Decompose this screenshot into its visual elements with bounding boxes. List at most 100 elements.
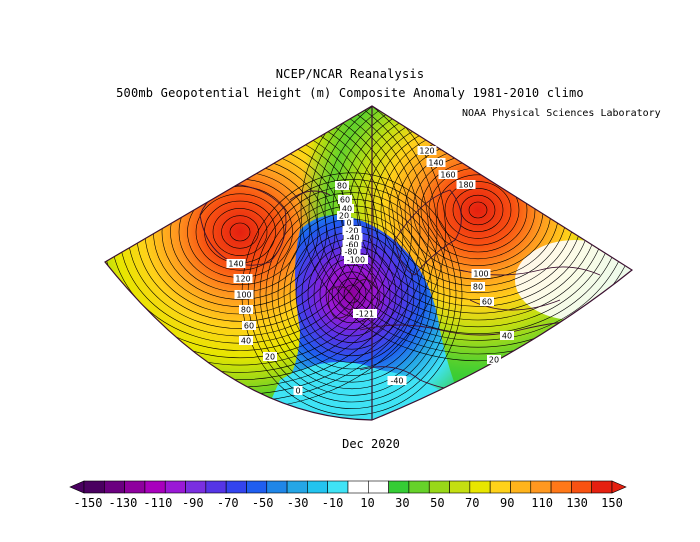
contour-label: 40 — [241, 337, 251, 346]
contour-label-bg — [338, 195, 352, 204]
colorbar-swatch — [550, 480, 572, 494]
contour-label-bg — [337, 211, 351, 220]
contour-label-bg — [353, 309, 377, 318]
contour-ring — [308, 106, 632, 355]
contour-label: 20 — [265, 353, 275, 362]
contour-label: 0 — [346, 219, 351, 228]
colorbar-arrow-right — [611, 480, 627, 494]
contour-label-bg — [471, 282, 485, 291]
credit-text: NOAA Physical Sciences Laboratory — [462, 108, 661, 119]
colorbar-swatch — [530, 480, 552, 494]
colorbar-swatch — [144, 480, 166, 494]
colorbar-swatch — [307, 480, 328, 494]
contour-label-bg — [343, 233, 363, 242]
contour-ring — [212, 208, 268, 256]
contour-label-bg — [239, 305, 253, 314]
colorbar-tick-label: -90 — [182, 496, 204, 510]
colorbar-swatch — [124, 480, 146, 494]
contour-label-bg — [480, 297, 494, 306]
contour-label-bg — [438, 170, 458, 179]
contour-ring — [253, 185, 451, 403]
map-subtitle: 500mb Geopotential Height (m) Composite … — [116, 86, 584, 100]
contour-label: 60 — [244, 322, 254, 331]
contour-label: 80 — [473, 283, 483, 292]
contour-label: 140 — [228, 260, 243, 269]
contour-ring — [468, 201, 488, 219]
contour-label-bg — [340, 204, 354, 213]
contour-ring — [343, 284, 361, 304]
colorbar-swatch — [469, 480, 491, 494]
contour-label-bg — [263, 352, 277, 361]
contour-label: -60 — [345, 241, 358, 250]
contour-label: 60 — [340, 196, 350, 205]
colorbar-tick-label: -10 — [322, 496, 344, 510]
contour-ring — [436, 174, 520, 246]
contour-label: 80 — [241, 306, 251, 315]
map-title: NCEP/NCAR Reanalysis — [275, 67, 425, 81]
contour-label: -20 — [345, 227, 358, 236]
contour-label: -40 — [346, 234, 359, 243]
contour-ring — [337, 278, 367, 310]
contour-label: 160 — [440, 171, 455, 180]
contour-label: -40 — [390, 377, 403, 386]
contour-ring — [259, 192, 445, 396]
colorbar-tick-label: -50 — [252, 496, 274, 510]
contour-ring — [460, 194, 496, 226]
contour-label-bg — [226, 259, 246, 268]
contour-ring — [229, 222, 251, 242]
colorbar-tick-label: -110 — [143, 496, 172, 510]
colorbar-swatch — [246, 480, 268, 494]
colorbar-tick-label: 50 — [430, 496, 444, 510]
contour-labels: 120140160180806040200-20-40-60-80-100-12… — [226, 146, 514, 396]
colorbar-arrow-left — [69, 480, 85, 494]
contour-label: 20 — [339, 212, 349, 221]
colorbar-swatch — [347, 480, 369, 494]
colorbar-swatch — [185, 480, 207, 494]
colorbar-tick-label: -30 — [287, 496, 309, 510]
colorbar-tick-label: 90 — [500, 496, 514, 510]
colorbar-swatch — [388, 480, 410, 494]
colorbar-swatch — [449, 480, 471, 494]
colorbar-tick-label: 30 — [395, 496, 409, 510]
colorbar-swatch — [286, 480, 308, 494]
colorbar-swatch — [408, 480, 430, 494]
period-label: Dec 2020 — [342, 437, 400, 451]
colorbar-swatch — [571, 480, 592, 494]
contour-ring — [325, 264, 379, 324]
colorbar-swatch — [510, 480, 532, 494]
contour-label: 0 — [295, 387, 300, 396]
contour-label: 60 — [482, 298, 492, 307]
contour-label: 40 — [502, 332, 512, 341]
contour-label-bg — [341, 247, 361, 256]
contour-ring — [221, 215, 259, 249]
contour-label: 100 — [473, 270, 488, 279]
colorbar-tick-label: 10 — [360, 496, 374, 510]
colorbar-swatch — [368, 480, 389, 494]
contour-label: -100 — [347, 256, 365, 265]
contour-label-bg — [234, 290, 254, 299]
contour-label-bg — [487, 355, 501, 364]
colorbar-tick-label: 130 — [566, 496, 588, 510]
map-frame — [104, 105, 634, 421]
contour-label-bg — [342, 226, 362, 235]
colorbar-swatch — [591, 480, 613, 494]
colorbar-swatch — [164, 480, 186, 494]
contour-label: 180 — [458, 181, 473, 190]
contour-label-bg — [344, 255, 368, 264]
contour-label-bg — [500, 331, 514, 340]
contour-label-bg — [387, 376, 407, 385]
contour-label: 140 — [428, 159, 443, 168]
contour-label-bg — [233, 274, 253, 283]
contour-ring — [105, 106, 404, 373]
contour-ring — [452, 188, 504, 232]
colorbar-tick-label: -150 — [74, 496, 103, 510]
contour-label-bg — [342, 240, 362, 249]
contour-ring — [316, 106, 632, 348]
colorbar-tick-label: 70 — [465, 496, 479, 510]
contour-label-bg — [471, 269, 491, 278]
colorbar-swatch — [428, 480, 450, 494]
contour-ring — [444, 181, 512, 239]
contour-ring — [195, 193, 285, 271]
